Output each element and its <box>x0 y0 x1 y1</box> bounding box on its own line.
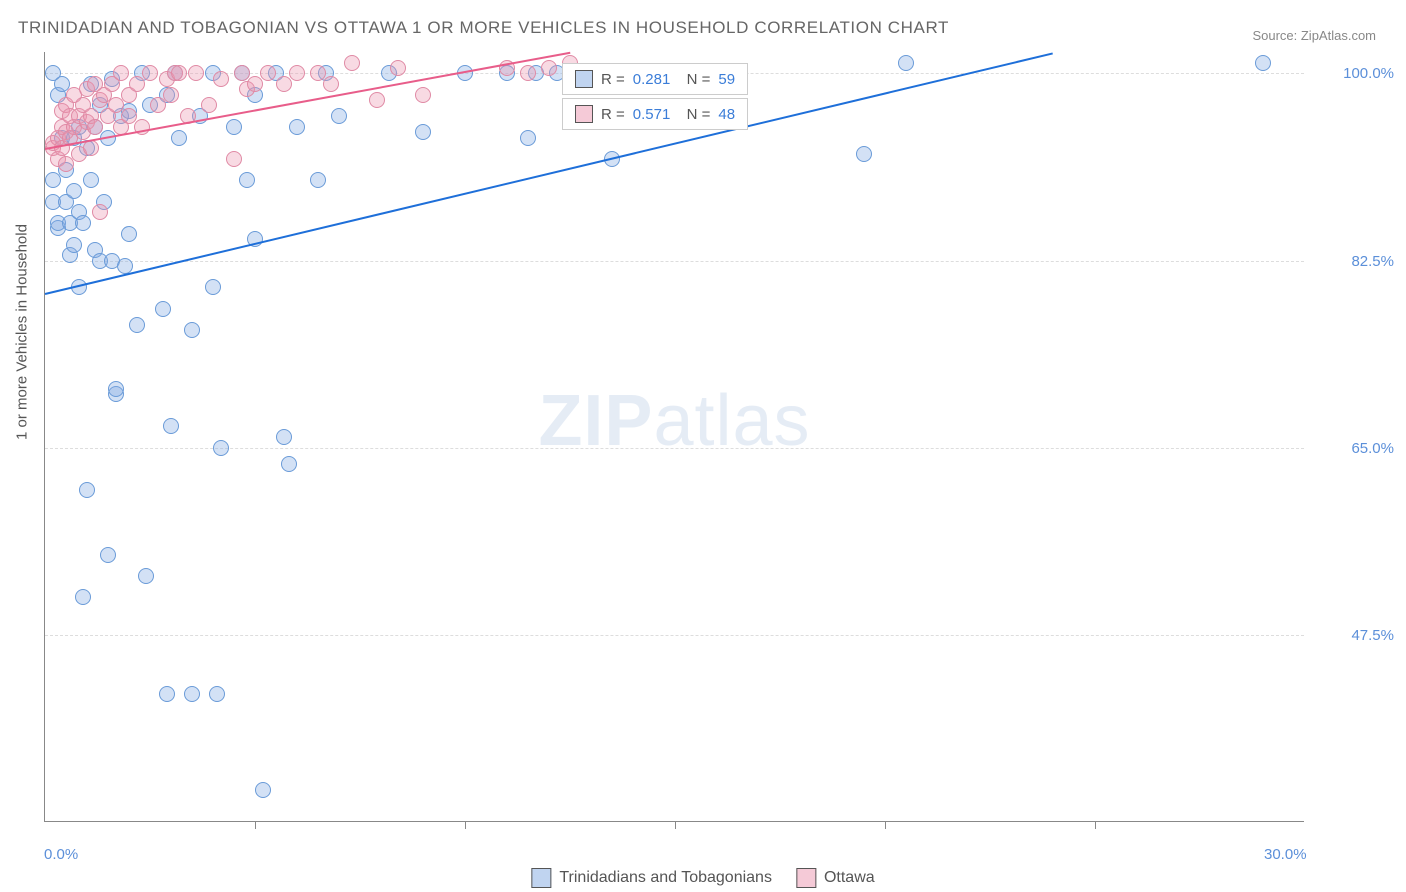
x-tick <box>675 821 676 829</box>
data-point-b <box>541 60 557 76</box>
data-point-a <box>213 440 229 456</box>
data-point-a <box>281 456 297 472</box>
legend-stats-series-b: R = 0.571 N = 48 <box>562 98 748 130</box>
data-point-a <box>108 381 124 397</box>
data-point-b <box>415 87 431 103</box>
data-point-b <box>163 87 179 103</box>
data-point-a <box>100 547 116 563</box>
data-point-b <box>201 97 217 113</box>
data-point-a <box>310 172 326 188</box>
legend-bottom: Trinidadians and Tobagonians Ottawa <box>531 868 874 888</box>
y-tick-label: 65.0% <box>1314 440 1394 457</box>
data-point-b <box>344 55 360 71</box>
data-point-a <box>66 237 82 253</box>
data-point-b <box>83 140 99 156</box>
legend-item-b: Ottawa <box>796 868 875 888</box>
data-point-b <box>142 65 158 81</box>
data-point-a <box>163 418 179 434</box>
data-point-b <box>113 65 129 81</box>
data-point-b <box>289 65 305 81</box>
data-point-a <box>83 172 99 188</box>
data-point-a <box>155 301 171 317</box>
legend-item-a: Trinidadians and Tobagonians <box>531 868 772 888</box>
data-point-b <box>390 60 406 76</box>
x-tick <box>465 821 466 829</box>
gridline-h <box>45 261 1304 262</box>
watermark: ZIPatlas <box>538 380 810 462</box>
gridline-h <box>45 448 1304 449</box>
data-point-a <box>159 686 175 702</box>
data-point-a <box>289 119 305 135</box>
x-tick-label: 30.0% <box>1264 846 1307 863</box>
data-point-a <box>331 108 347 124</box>
data-point-b <box>213 71 229 87</box>
chart-title: TRINIDADIAN AND TOBAGONIAN VS OTTAWA 1 O… <box>18 18 949 38</box>
data-point-a <box>520 130 536 146</box>
data-point-b <box>171 65 187 81</box>
data-point-a <box>121 226 137 242</box>
data-point-b <box>188 65 204 81</box>
data-point-a <box>239 172 255 188</box>
y-tick-label: 100.0% <box>1314 65 1394 82</box>
plot-area: ZIPatlas <box>44 52 1304 822</box>
data-point-a <box>129 317 145 333</box>
data-point-a <box>415 124 431 140</box>
data-point-a <box>184 322 200 338</box>
data-point-a <box>66 183 82 199</box>
data-point-b <box>323 76 339 92</box>
data-point-a <box>184 686 200 702</box>
data-point-a <box>226 119 242 135</box>
data-point-a <box>138 568 154 584</box>
data-point-a <box>898 55 914 71</box>
chart-source: Source: ZipAtlas.com <box>1252 28 1376 43</box>
data-point-a <box>856 146 872 162</box>
x-tick <box>1095 821 1096 829</box>
legend-swatch-b <box>575 105 593 123</box>
gridline-h <box>45 635 1304 636</box>
y-axis-label: 1 or more Vehicles in Household <box>14 224 31 440</box>
legend-stats-series-a: R = 0.281 N = 59 <box>562 63 748 95</box>
legend-swatch-a <box>575 70 593 88</box>
data-point-a <box>79 482 95 498</box>
data-point-b <box>520 65 536 81</box>
data-point-a <box>205 279 221 295</box>
data-point-a <box>75 215 91 231</box>
data-point-b <box>92 204 108 220</box>
data-point-b <box>226 151 242 167</box>
x-tick-label: 0.0% <box>44 846 78 863</box>
legend-swatch-a <box>531 868 551 888</box>
correlation-chart: TRINIDADIAN AND TOBAGONIAN VS OTTAWA 1 O… <box>0 0 1406 892</box>
data-point-a <box>276 429 292 445</box>
trend-line-a <box>45 52 1053 295</box>
data-point-a <box>255 782 271 798</box>
data-point-a <box>75 589 91 605</box>
y-tick-label: 47.5% <box>1314 627 1394 644</box>
legend-swatch-b <box>796 868 816 888</box>
x-tick <box>255 821 256 829</box>
data-point-a <box>171 130 187 146</box>
x-tick <box>885 821 886 829</box>
data-point-b <box>260 65 276 81</box>
data-point-a <box>1255 55 1271 71</box>
data-point-a <box>209 686 225 702</box>
y-tick-label: 82.5% <box>1314 253 1394 270</box>
data-point-b <box>369 92 385 108</box>
